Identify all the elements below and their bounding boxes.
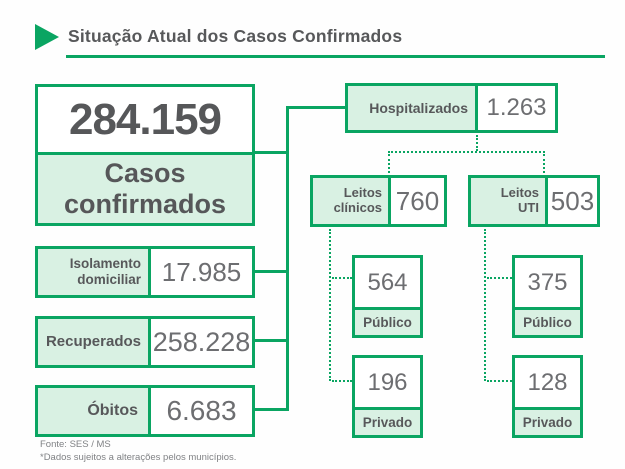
clinical-beds-value: 760 [395, 185, 440, 216]
home-isolation-box: Isolamento domiciliar 17.985 [35, 246, 255, 298]
uti-public-value: 375 [527, 268, 568, 296]
clinical-beds-box: Leitos clínicos 760 [310, 175, 447, 227]
title-underline [66, 55, 605, 58]
confirmed-cases-label: Casos confirmados [38, 152, 252, 223]
connector-clinical-private [332, 380, 352, 382]
home-isolation-value: 17.985 [161, 256, 242, 287]
connector-recovered [255, 339, 286, 342]
connector-hospital [289, 106, 345, 109]
clinical-public-value: 564 [367, 268, 408, 296]
clinical-beds-label: Leitos clínicos [313, 178, 391, 224]
connector-isolation [255, 270, 286, 273]
uti-public-label: Público [515, 307, 580, 335]
hospitalized-value: 1.263 [486, 94, 547, 121]
connector-trunk [286, 106, 289, 411]
hospitalized-label: Hospitalizados [348, 86, 478, 130]
clinical-public-box: 564 Público [352, 255, 423, 338]
connector-beds-horizontal [388, 151, 545, 153]
confirmed-cases-value: 284.159 [68, 94, 222, 144]
uti-public-box: 375 Público [512, 255, 583, 338]
connector-clinical-trunk [329, 229, 331, 381]
page-title: Situação Atual dos Casos Confirmados [68, 26, 403, 46]
clinical-private-box: 196 Privado [352, 355, 423, 438]
recovered-value: 258.228 [152, 326, 251, 357]
clinical-private-label: Privado [355, 407, 420, 435]
deaths-box: Óbitos 6.683 [35, 385, 255, 437]
uti-beds-label-lines: Leitos UTI [500, 185, 539, 215]
connector-hospital-down [476, 135, 478, 151]
connector-clinical-public [332, 277, 352, 279]
confirmed-cases-label-line1: Casos [104, 157, 186, 188]
hospitalized-box: Hospitalizados 1.263 [345, 83, 558, 133]
uti-beds-value: 503 [550, 185, 595, 216]
recovered-box: Recuperados 258.228 [35, 316, 255, 368]
uti-beds-box: Leitos UTI 503 [468, 175, 600, 227]
clinical-public-label: Público [355, 307, 420, 335]
uti-private-box: 128 Privado [512, 355, 583, 438]
recovered-label: Recuperados [38, 319, 151, 365]
connector-clinical-stub [388, 154, 390, 173]
connector-uti-private [487, 380, 512, 382]
clinical-beds-label-lines: Leitos clínicos [333, 185, 382, 215]
deaths-value: 6.683 [166, 395, 237, 426]
footer-source: Fonte: SES / MS [40, 439, 111, 450]
confirmed-cases-label-line2: confirmados [63, 189, 227, 219]
uti-private-label: Privado [515, 407, 580, 435]
title-arrow-icon [35, 24, 59, 50]
home-isolation-label-lines: Isolamento domiciliar [69, 256, 141, 287]
uti-private-value: 128 [527, 368, 568, 396]
connector-deaths [255, 408, 286, 411]
connector-uti-stub [543, 154, 545, 173]
footer-note: *Dados sujeitos a alterações pelos munic… [40, 452, 237, 463]
confirmed-cases-box: 284.159 Casos confirmados [35, 84, 255, 226]
connector-uti-trunk [484, 229, 486, 381]
deaths-label: Óbitos [38, 388, 151, 434]
home-isolation-label: Isolamento domiciliar [38, 249, 151, 295]
clinical-private-value: 196 [367, 368, 408, 396]
connector-main [255, 151, 286, 154]
uti-beds-label: Leitos UTI [471, 178, 548, 224]
connector-uti-public [487, 277, 512, 279]
